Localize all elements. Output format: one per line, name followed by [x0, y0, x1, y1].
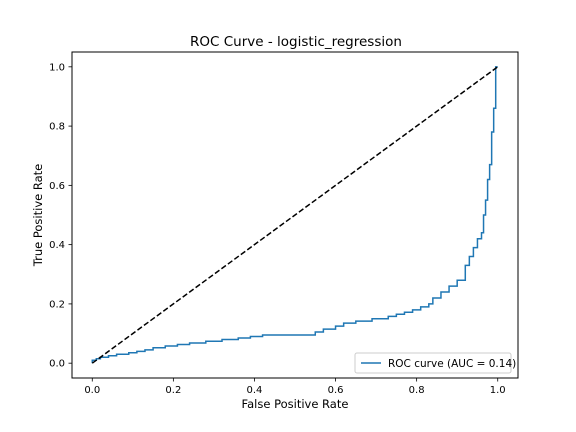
y-tick-label: 0.0 — [49, 359, 65, 370]
y-tick-label: 0.2 — [49, 299, 65, 310]
x-tick-label: 0.4 — [247, 385, 263, 396]
roc-curve-line — [91, 66, 498, 364]
y-tick-label: 1.0 — [49, 62, 65, 73]
y-tick-label: 0.6 — [49, 181, 65, 192]
x-tick-label: 0.0 — [84, 385, 100, 396]
y-axis-label: True Positive Rate — [31, 164, 45, 267]
legend-label: ROC curve (AUC = 0.14) — [388, 358, 516, 370]
series-layer — [91, 66, 499, 364]
legend: ROC curve (AUC = 0.14) — [354, 352, 516, 374]
chance-diagonal-line — [91, 66, 499, 364]
ticks-layer: 0.0 0.2 0.4 0.6 0.8 1.0 0.0 0.2 0.4 0.6 0.8 1.0 — [49, 62, 506, 396]
x-axis-label: False Positive Rate — [242, 397, 349, 411]
y-tick-label: 0.4 — [49, 240, 65, 251]
x-tick-label: 0.2 — [165, 385, 181, 396]
legend-box — [354, 352, 512, 374]
chart-title: ROC Curve - logistic_regression — [190, 34, 402, 50]
x-tick-label: 0.8 — [409, 385, 425, 396]
x-tick-label: 0.6 — [328, 385, 344, 396]
plot-area-frame — [71, 51, 519, 379]
y-tick-label: 0.8 — [49, 122, 65, 133]
x-tick-label: 1.0 — [490, 385, 506, 396]
